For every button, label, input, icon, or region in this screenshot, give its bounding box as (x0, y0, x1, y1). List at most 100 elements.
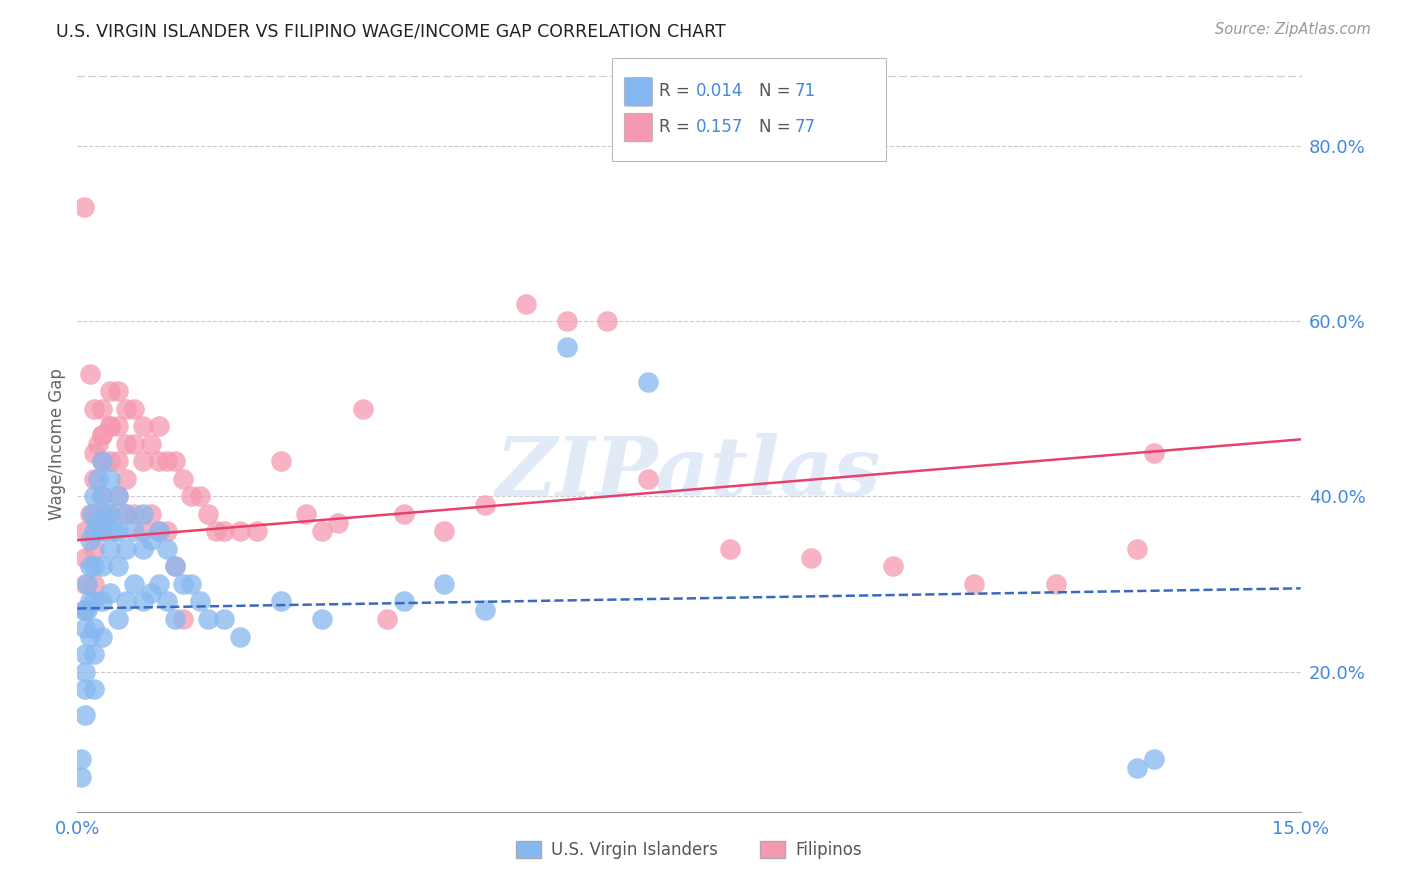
Point (963, 577, 986, 591)
Point (180, 489, 202, 503)
Point (115, 436, 138, 450)
Point (98, 454, 121, 468)
Text: 0.157: 0.157 (696, 118, 744, 136)
Point (103, 524, 125, 539)
Point (433, 524, 456, 539)
Point (596, 314, 619, 328)
Point (229, 524, 252, 539)
Point (75, 621, 97, 635)
Point (555, 340, 578, 354)
Point (156, 541, 179, 556)
Point (139, 533, 162, 548)
Point (90, 401, 112, 416)
Point (392, 507, 415, 521)
Point (148, 524, 170, 539)
Point (94, 507, 117, 521)
Point (115, 472, 138, 486)
Point (148, 454, 170, 468)
Point (76, 603, 98, 617)
Point (107, 489, 129, 503)
Point (76, 577, 98, 591)
Text: 0.014: 0.014 (696, 82, 744, 100)
Point (172, 472, 194, 486)
Point (79, 367, 101, 381)
Point (131, 524, 153, 539)
Point (73, 603, 96, 617)
Point (433, 577, 456, 591)
Point (73, 200, 96, 214)
Point (515, 296, 537, 310)
Point (131, 594, 153, 608)
Point (212, 524, 235, 539)
Point (75, 577, 97, 591)
Point (637, 376, 659, 390)
Point (75, 550, 97, 565)
Point (83, 647, 105, 661)
Point (352, 401, 374, 416)
Point (800, 550, 823, 565)
Point (75, 603, 97, 617)
Point (107, 612, 129, 626)
Point (270, 594, 292, 608)
Point (98, 507, 121, 521)
Point (392, 594, 415, 608)
Point (156, 594, 179, 608)
Text: Source: ZipAtlas.com: Source: ZipAtlas.com (1215, 22, 1371, 37)
Point (328, 516, 350, 530)
Point (79, 507, 101, 521)
Point (87, 472, 110, 486)
Point (165, 559, 187, 574)
Point (637, 472, 659, 486)
Point (124, 524, 146, 539)
Point (87, 436, 110, 450)
Point (107, 524, 129, 539)
Point (107, 559, 129, 574)
Point (70, 770, 93, 784)
Point (83, 507, 105, 521)
Point (124, 507, 146, 521)
Point (83, 472, 105, 486)
Point (90, 524, 112, 539)
Point (79, 533, 101, 548)
Text: U.S. VIRGIN ISLANDER VS FILIPINO WAGE/INCOME GAP CORRELATION CHART: U.S. VIRGIN ISLANDER VS FILIPINO WAGE/IN… (56, 22, 725, 40)
Text: 77: 77 (794, 118, 815, 136)
Point (139, 585, 162, 599)
Point (98, 541, 121, 556)
Text: ZIPatlas: ZIPatlas (496, 434, 882, 513)
Point (75, 708, 97, 723)
Text: N =: N = (759, 118, 796, 136)
Point (75, 647, 97, 661)
Point (87, 516, 110, 530)
Point (90, 428, 112, 442)
Point (131, 454, 153, 468)
Point (90, 454, 112, 468)
Point (75, 524, 97, 539)
Point (212, 612, 235, 626)
Point (1126, 761, 1149, 775)
Point (165, 454, 187, 468)
Point (124, 436, 146, 450)
Point (90, 454, 112, 468)
Point (148, 577, 170, 591)
Point (83, 524, 105, 539)
Point (115, 594, 138, 608)
Point (115, 507, 138, 521)
Point (1126, 541, 1149, 556)
Point (165, 612, 187, 626)
Point (115, 401, 138, 416)
Point (83, 594, 105, 608)
Legend: U.S. Virgin Islanders, Filipinos: U.S. Virgin Islanders, Filipinos (510, 834, 868, 866)
Point (80, 507, 103, 521)
Point (718, 541, 741, 556)
Point (98, 472, 121, 486)
Point (197, 612, 219, 626)
Point (90, 559, 112, 574)
Point (148, 419, 170, 434)
Point (270, 454, 292, 468)
Point (83, 401, 105, 416)
Point (107, 384, 129, 399)
Point (124, 577, 146, 591)
Point (188, 594, 211, 608)
Point (882, 559, 904, 574)
Point (555, 314, 578, 328)
